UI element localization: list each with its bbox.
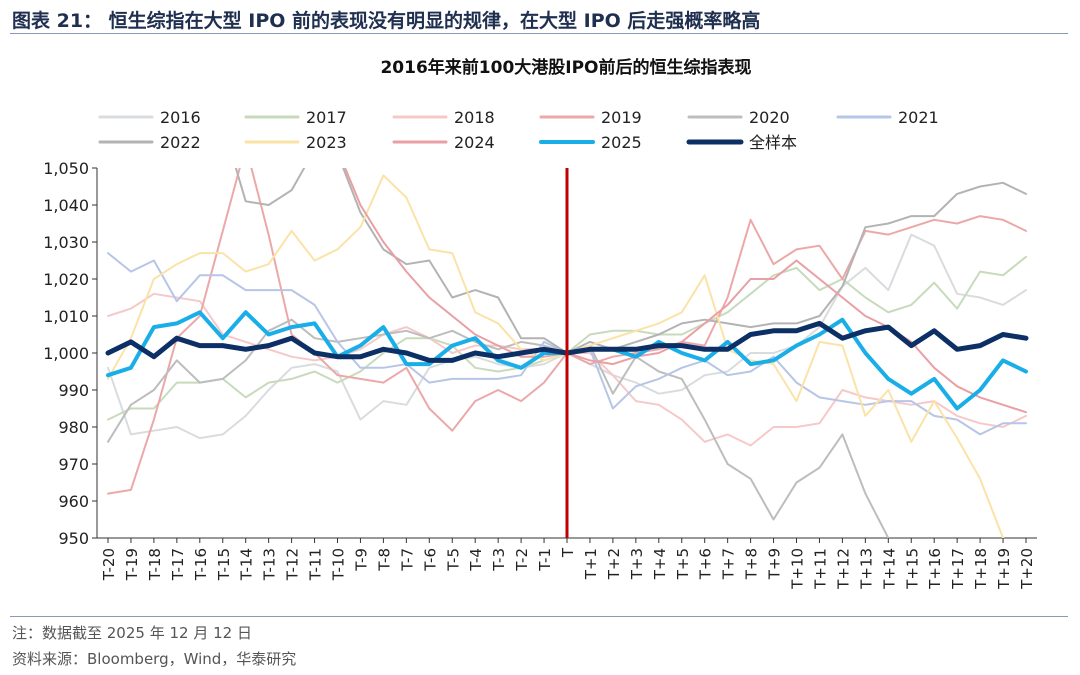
bottom-divider xyxy=(10,616,1068,617)
x-tick-label: T+16 xyxy=(926,548,944,590)
x-tick-label: T+11 xyxy=(811,548,829,590)
x-axis: T-20 T-19 T-18 T-17 T-16 T-15 T-14 T-13 T-12 T-11… xyxy=(97,537,1037,590)
x-tick-label: T-16 xyxy=(192,548,210,581)
y-tick-label: 1,030 xyxy=(43,233,89,252)
y-tick-label: 970 xyxy=(58,455,89,474)
x-tick-label: T+9 xyxy=(766,548,784,580)
legend-label: 2018 xyxy=(454,108,495,127)
chart-title: 2016年来前100大港股IPO前后的恒生综指表现 xyxy=(380,57,751,78)
y-tick-label: 990 xyxy=(58,381,89,400)
legend-label: 2022 xyxy=(160,133,201,152)
x-tick-label: T-17 xyxy=(169,548,187,581)
y-tick-label: 950 xyxy=(58,529,89,548)
x-tick-label: T+8 xyxy=(743,548,761,580)
legend-label: 2019 xyxy=(601,108,642,127)
legend-label: 全样本 xyxy=(749,133,797,152)
x-tick-label: T+2 xyxy=(605,548,623,580)
x-tick-label: T-7 xyxy=(398,548,416,572)
legend-label: 2020 xyxy=(749,108,790,127)
x-tick-label: T-3 xyxy=(490,548,508,572)
x-tick-label: T-1 xyxy=(536,548,554,572)
x-tick-label: T-18 xyxy=(146,548,164,581)
y-tick-label: 1,000 xyxy=(43,344,89,363)
figure-title: 图表 21： 恒生综指在大型 IPO 前的表现没有明显的规律，在大型 IPO 后… xyxy=(12,10,761,32)
x-tick-label: T+10 xyxy=(789,548,807,590)
y-tick-label: 1,040 xyxy=(43,196,89,215)
x-tick-label: T+13 xyxy=(857,548,875,590)
y-tick-label: 1,050 xyxy=(43,159,89,178)
x-tick-label: T+14 xyxy=(880,548,898,590)
chart-legend: 2016 2017 2018 2019 2020 2021 2022 2023 2024 2025… xyxy=(98,108,939,152)
x-tick-label: T+3 xyxy=(628,548,646,580)
x-tick-label: T-5 xyxy=(444,548,462,572)
x-tick-label: T+12 xyxy=(834,548,852,590)
x-tick-label: T-20 xyxy=(100,548,118,581)
x-tick-label: T+18 xyxy=(972,548,990,590)
line-chart: 2016年来前100大港股IPO前后的恒生综指表现 2016 2017 2018 20… xyxy=(43,57,1037,590)
footnote: 注：数据截至 2025 年 12 月 12 日 xyxy=(12,624,252,642)
x-tick-label: T-15 xyxy=(215,548,233,581)
x-tick-label: T+15 xyxy=(903,548,921,590)
x-tick-label: T-12 xyxy=(284,548,302,581)
legend-label: 2021 xyxy=(898,108,939,127)
x-tick-label: T-19 xyxy=(123,548,141,581)
x-tick-label: T+5 xyxy=(674,548,692,580)
x-tick-label: T-10 xyxy=(330,548,348,581)
x-tick-label: T-9 xyxy=(352,548,370,572)
legend-label: 2024 xyxy=(454,133,495,152)
legend-label: 2016 xyxy=(160,108,201,127)
x-tick-label: T-2 xyxy=(513,548,531,572)
x-tick-label: T-13 xyxy=(261,548,279,581)
x-tick-label: T-11 xyxy=(307,548,325,581)
y-tick-label: 980 xyxy=(58,418,89,437)
x-tick-label: T+4 xyxy=(651,548,669,580)
x-tick-label: T+20 xyxy=(1018,548,1036,590)
y-tick-label: 1,010 xyxy=(43,307,89,326)
x-tick-label: T+6 xyxy=(697,548,715,580)
y-tick-label: 1,020 xyxy=(43,270,89,289)
top-divider xyxy=(10,33,1068,34)
x-tick-label: T+19 xyxy=(995,548,1013,590)
y-tick-label: 960 xyxy=(58,492,89,511)
x-tick-label: T+7 xyxy=(720,548,738,580)
y-axis: 950 960 970 980 990 1,000 1,010 1,020 1,030 1,040… xyxy=(43,159,98,548)
source-note: 资料来源：Bloomberg，Wind，华泰研究 xyxy=(12,650,297,668)
legend-label: 2017 xyxy=(306,108,347,127)
x-tick-label: T+17 xyxy=(949,548,967,590)
x-tick-label: T xyxy=(559,547,577,558)
x-tick-label: T-14 xyxy=(238,548,256,581)
x-tick-label: T-4 xyxy=(467,548,485,572)
legend-label: 2025 xyxy=(601,133,642,152)
x-tick-label: T-8 xyxy=(375,548,393,572)
legend-label: 2023 xyxy=(306,133,347,152)
x-tick-label: T-6 xyxy=(421,548,439,572)
x-tick-label: T+1 xyxy=(582,548,600,580)
